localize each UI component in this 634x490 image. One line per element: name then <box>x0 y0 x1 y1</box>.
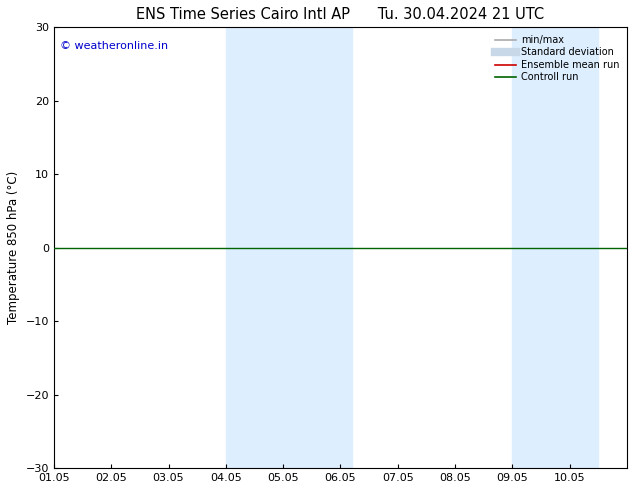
Bar <box>226 27 352 468</box>
Title: ENS Time Series Cairo Intl AP      Tu. 30.04.2024 21 UTC: ENS Time Series Cairo Intl AP Tu. 30.04.… <box>136 7 545 22</box>
Text: © weatheronline.in: © weatheronline.in <box>60 41 168 50</box>
Bar <box>512 27 598 468</box>
Legend: min/max, Standard deviation, Ensemble mean run, Controll run: min/max, Standard deviation, Ensemble me… <box>491 32 622 85</box>
Y-axis label: Temperature 850 hPa (°C): Temperature 850 hPa (°C) <box>7 171 20 324</box>
